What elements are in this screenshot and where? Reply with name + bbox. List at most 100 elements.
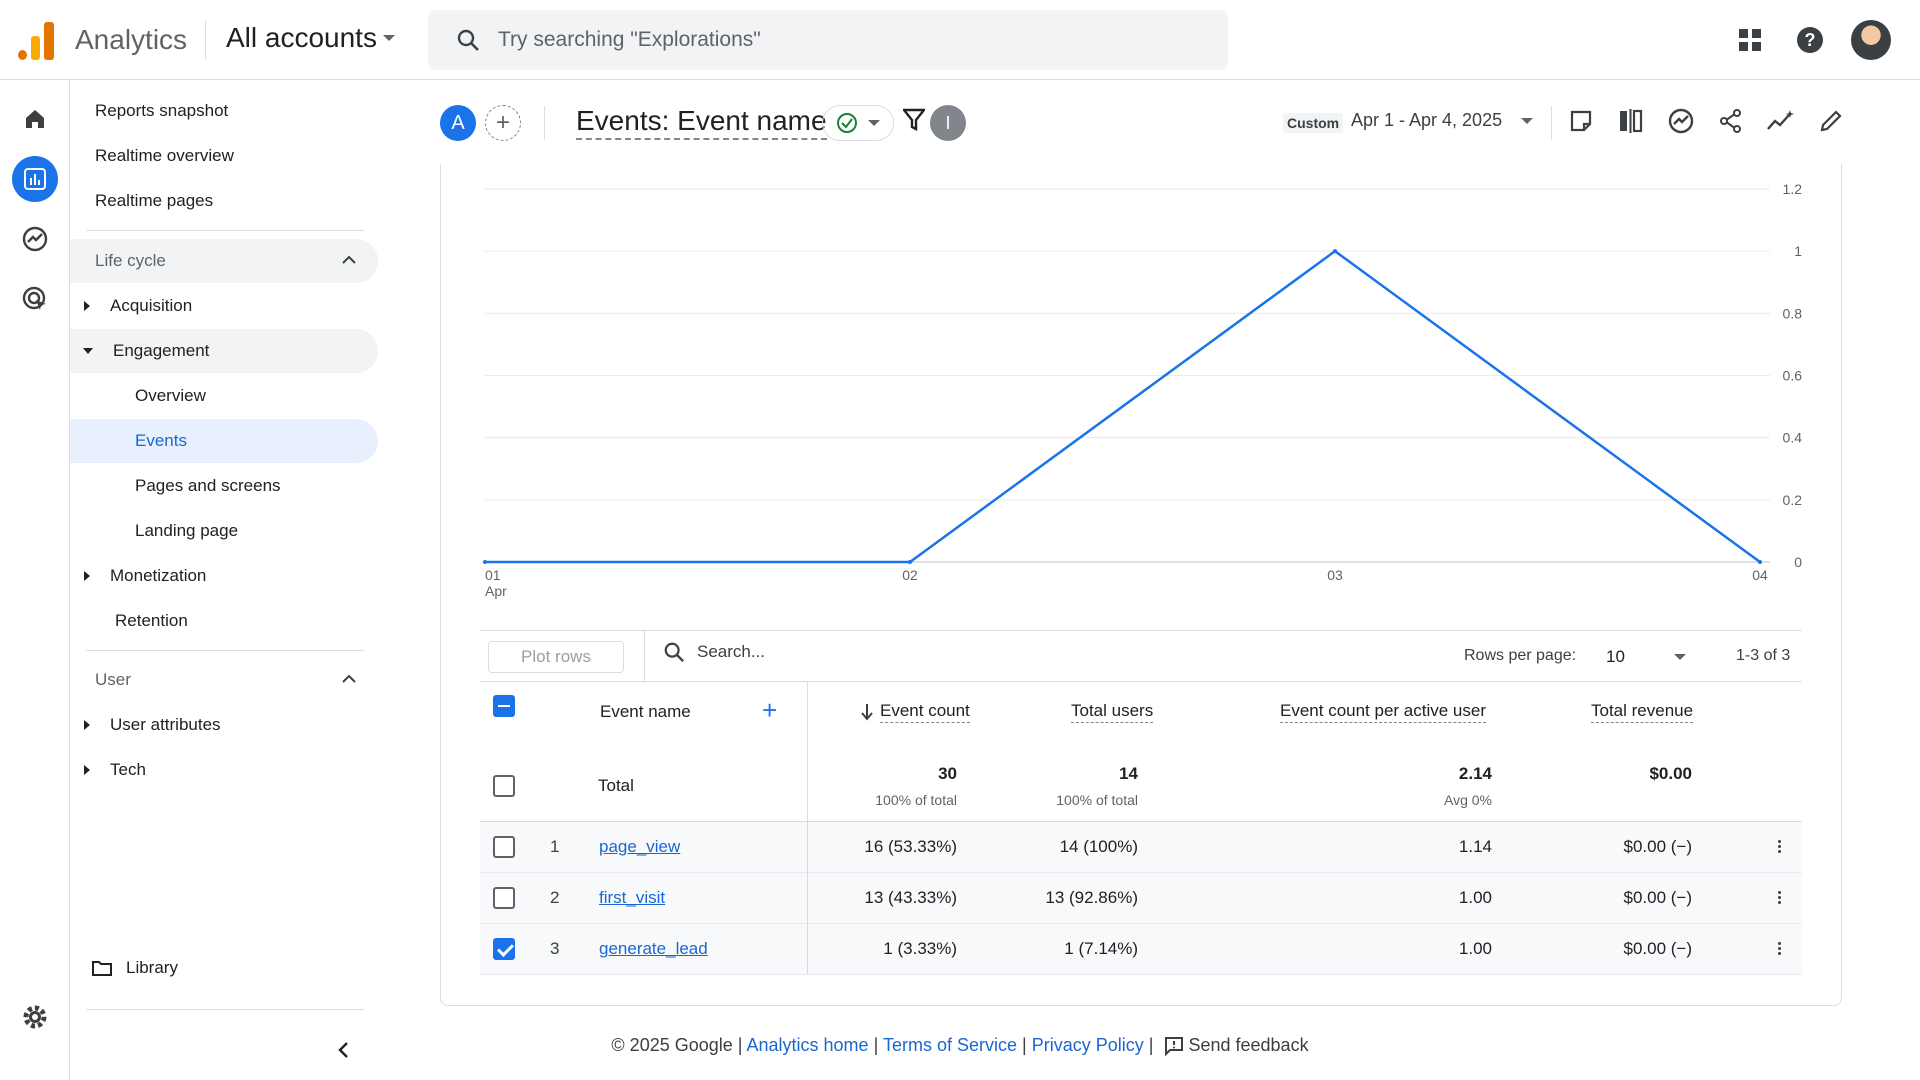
comparison-chip[interactable]: A xyxy=(440,105,476,141)
nav-tech[interactable]: Tech xyxy=(70,748,378,792)
sort-arrow-down-icon xyxy=(861,703,873,721)
nav-engagement[interactable]: Engagement xyxy=(70,329,378,373)
copyright: © 2025 Google xyxy=(611,1035,733,1055)
table-search[interactable] xyxy=(663,641,997,663)
nav-acquisition[interactable]: Acquisition xyxy=(70,284,378,328)
add-dimension-plus-icon[interactable]: + xyxy=(762,695,778,725)
row-checkbox[interactable] xyxy=(493,938,515,960)
cell-per-user: 1.00 xyxy=(1458,888,1492,907)
analytics-logo-icon[interactable] xyxy=(18,20,54,60)
nav-label: Reports snapshot xyxy=(95,101,229,120)
row-menu-icon[interactable] xyxy=(1778,942,1782,958)
date-caret-down-icon[interactable] xyxy=(1521,118,1533,124)
nav-overview[interactable]: Overview xyxy=(70,374,378,418)
report-title[interactable]: Events: Event name xyxy=(576,104,827,140)
rows-per-page-select[interactable]: 10 xyxy=(1606,643,1686,671)
caret-down-icon xyxy=(382,35,395,41)
folder-icon xyxy=(92,961,112,976)
nav-label: Monetization xyxy=(110,566,207,585)
nav-section-user[interactable]: User xyxy=(70,658,378,702)
nav-user-attributes[interactable]: User attributes xyxy=(70,703,378,747)
apps-grid-icon[interactable] xyxy=(1732,22,1768,58)
nav-realtime-overview[interactable]: Realtime overview xyxy=(70,134,378,178)
divider xyxy=(644,631,645,683)
account-label: All accounts xyxy=(226,22,377,53)
terms-of-service-link[interactable]: Terms of Service xyxy=(882,1035,1017,1055)
total-row-checkbox[interactable] xyxy=(493,775,515,797)
caret-down-icon xyxy=(1674,654,1686,660)
header-event-name[interactable]: Event name xyxy=(600,702,691,721)
edit-pencil-icon[interactable] xyxy=(1814,104,1848,138)
rows-per-page-value: 10 xyxy=(1606,647,1625,666)
chevron-up-icon xyxy=(342,674,356,683)
reports-icon[interactable] xyxy=(12,156,58,202)
analytics-home-link[interactable]: Analytics home xyxy=(746,1035,869,1055)
home-icon[interactable] xyxy=(12,96,58,142)
nav-retention[interactable]: Retention xyxy=(70,599,378,643)
send-feedback-button[interactable]: Send feedback xyxy=(1164,1035,1309,1057)
row-menu-icon[interactable] xyxy=(1778,840,1782,856)
add-comparison-button[interactable]: + xyxy=(485,105,521,141)
table-row[interactable]: 3 generate_lead 1 (3.33%) 1 (7.14%) 1.00… xyxy=(480,924,1802,975)
collapse-nav-chevron-icon[interactable] xyxy=(328,1035,358,1065)
app-name: Analytics xyxy=(75,24,188,55)
insights-icon[interactable] xyxy=(1664,104,1698,138)
event-name-link[interactable]: page_view xyxy=(599,837,681,856)
footer-separator: | xyxy=(737,1035,743,1055)
explore-icon[interactable] xyxy=(12,216,58,262)
privacy-policy-link[interactable]: Privacy Policy xyxy=(1031,1035,1144,1055)
advertising-icon[interactable] xyxy=(12,276,58,322)
event-name-link[interactable]: generate_lead xyxy=(599,939,708,958)
section-label: User xyxy=(95,670,131,689)
nav-label: Events xyxy=(135,431,187,450)
nav-reports-snapshot[interactable]: Reports snapshot xyxy=(70,89,378,133)
select-all-checkbox[interactable] xyxy=(493,695,515,717)
nav-landing-page[interactable]: Landing page xyxy=(70,509,378,553)
table-toolbar: Plot rows Rows per page: 10 1-3 of 3 xyxy=(480,630,1802,683)
annotation-note-icon[interactable] xyxy=(1564,104,1598,138)
table-row[interactable]: 1 page_view 16 (53.33%) 14 (100%) 1.14 $… xyxy=(480,822,1802,873)
total-event-count: 30 xyxy=(938,764,957,783)
header-total-users[interactable]: Total users xyxy=(1071,700,1154,723)
nav-label: Acquisition xyxy=(110,296,193,315)
table-search-input[interactable] xyxy=(697,642,997,662)
account-selector[interactable]: All accounts xyxy=(226,22,395,54)
plot-rows-button[interactable]: Plot rows xyxy=(488,641,624,673)
data-quality-dropdown[interactable] xyxy=(822,105,894,141)
nav-section-life-cycle[interactable]: Life cycle xyxy=(70,239,378,283)
search-input[interactable] xyxy=(498,28,1148,52)
header-event-count-per-user[interactable]: Event count per active user xyxy=(1280,700,1487,723)
settings-gear-icon[interactable] xyxy=(12,994,58,1040)
cell-total-users: 14 (100%) xyxy=(1059,837,1138,856)
compare-columns-icon[interactable] xyxy=(1614,104,1648,138)
nav-library[interactable]: Library xyxy=(70,946,378,990)
nav-realtime-pages[interactable]: Realtime pages xyxy=(70,179,378,223)
header-event-count[interactable]: Event count xyxy=(860,700,970,723)
date-range[interactable]: Apr 1 - Apr 4, 2025 xyxy=(1351,110,1503,130)
nav-label: Overview xyxy=(135,386,206,405)
share-icon[interactable] xyxy=(1714,104,1748,138)
trend-sparkle-icon[interactable] xyxy=(1764,104,1798,138)
row-index: 3 xyxy=(550,939,560,958)
filter-icon[interactable] xyxy=(901,108,927,137)
filter-badge[interactable]: I xyxy=(930,105,966,141)
avatar[interactable] xyxy=(1851,20,1891,60)
divider xyxy=(1551,106,1552,140)
total-per-user-value: 2.14 xyxy=(1458,764,1492,783)
nav-divider xyxy=(86,650,364,651)
nav-divider xyxy=(86,230,364,231)
search-bar[interactable] xyxy=(428,10,1228,70)
nav-divider xyxy=(86,1009,364,1010)
nav-monetization[interactable]: Monetization xyxy=(70,554,378,598)
y-tick-label: 1 xyxy=(1794,243,1802,259)
row-checkbox[interactable] xyxy=(493,887,515,909)
help-icon[interactable]: ? xyxy=(1792,22,1828,58)
nav-pages-and-screens[interactable]: Pages and screens xyxy=(70,464,378,508)
nav-events[interactable]: Events xyxy=(70,419,378,463)
row-checkbox[interactable] xyxy=(493,836,515,858)
cell-per-user: 1.14 xyxy=(1458,837,1492,856)
table-row[interactable]: 2 first_visit 13 (43.33%) 13 (92.86%) 1.… xyxy=(480,873,1802,924)
event-name-link[interactable]: first_visit xyxy=(599,888,666,907)
header-total-revenue[interactable]: Total revenue xyxy=(1591,700,1694,723)
row-menu-icon[interactable] xyxy=(1778,891,1782,907)
